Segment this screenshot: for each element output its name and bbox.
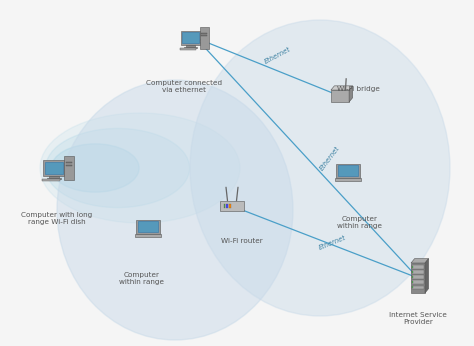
Bar [220, 201, 244, 211]
Text: Wi-Fi bridge: Wi-Fi bridge [337, 86, 380, 92]
Bar [412, 265, 424, 269]
Text: Computer connected
via ethernet: Computer connected via ethernet [146, 80, 222, 93]
Bar [49, 176, 59, 177]
Bar [336, 164, 360, 178]
Ellipse shape [57, 80, 293, 340]
Bar [337, 165, 358, 176]
Text: Internet Service
Provider: Internet Service Provider [389, 312, 447, 325]
Text: Ethernet: Ethernet [319, 145, 341, 171]
Bar [412, 286, 413, 288]
Bar [412, 281, 413, 283]
Bar [412, 285, 424, 289]
Text: Ethernet: Ethernet [264, 46, 292, 64]
Bar [411, 263, 425, 293]
Bar [181, 31, 200, 45]
Polygon shape [425, 258, 428, 293]
Ellipse shape [51, 144, 139, 192]
Bar [184, 47, 197, 48]
Bar [412, 280, 424, 284]
Ellipse shape [40, 113, 240, 223]
Bar [137, 221, 158, 232]
Bar [412, 266, 413, 268]
Text: Wi-Fi router: Wi-Fi router [221, 238, 263, 244]
Text: Computer
within range: Computer within range [119, 272, 164, 285]
Text: Computer with long
range Wi-Fi dish: Computer with long range Wi-Fi dish [21, 212, 92, 225]
Bar [42, 179, 60, 181]
Bar [412, 271, 413, 273]
Text: Ethernet: Ethernet [318, 235, 346, 251]
Bar [46, 177, 61, 179]
Bar [201, 33, 207, 34]
Bar [66, 165, 73, 166]
Bar [224, 204, 225, 208]
Bar [227, 204, 228, 208]
Bar [136, 220, 160, 234]
Bar [331, 90, 349, 102]
Bar [186, 45, 195, 47]
Polygon shape [411, 258, 428, 263]
Bar [201, 35, 207, 36]
Bar [64, 156, 74, 180]
Bar [335, 178, 361, 181]
Bar [412, 275, 424, 279]
Bar [180, 48, 196, 49]
Bar [45, 162, 63, 174]
Polygon shape [349, 86, 353, 102]
Bar [135, 234, 161, 237]
Text: Computer
within range: Computer within range [337, 216, 383, 229]
Bar [66, 162, 73, 163]
Bar [229, 204, 231, 208]
Bar [182, 32, 199, 43]
Bar [412, 276, 413, 278]
Polygon shape [331, 86, 353, 90]
Ellipse shape [46, 128, 190, 208]
Bar [200, 27, 209, 49]
Bar [412, 270, 424, 274]
Bar [44, 160, 64, 176]
Ellipse shape [190, 20, 450, 316]
